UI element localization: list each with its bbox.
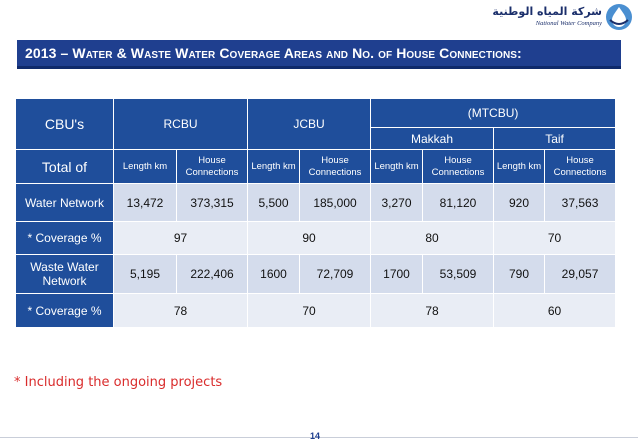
title-bar: 2013 – Water & Waste Water Coverage Area… xyxy=(17,40,621,69)
table-cell: 81,120 xyxy=(422,183,495,222)
row-label: Waste Water Network xyxy=(15,254,114,294)
logo-english-name: National Water Company xyxy=(535,20,602,27)
table-cell: 97 xyxy=(112,221,249,255)
house-connections-header: House Connections xyxy=(544,149,617,184)
table-row: * Coverage % 78 70 78 60 xyxy=(15,293,617,328)
footnote: * Including the ongoing projects xyxy=(14,375,223,390)
table-cell: 78 xyxy=(370,293,495,328)
jcbu-header: JCBU xyxy=(247,98,372,150)
table-row: Waste Water Network 5,195 222,406 1600 7… xyxy=(15,254,617,294)
table-cell: 37,563 xyxy=(544,183,617,222)
table-cell: 13,472 xyxy=(113,183,177,222)
coverage-table: CBU's RCBU JCBU (MTCBU) Makkah Taif Tota… xyxy=(15,98,617,328)
row-label: * Coverage % xyxy=(15,221,114,255)
house-connections-header: House Connections xyxy=(299,149,372,184)
rcbu-header: RCBU xyxy=(112,98,249,150)
cbus-header: CBU's xyxy=(15,98,114,150)
header-row-2: Makkah Taif xyxy=(16,127,617,150)
table-cell: 80 xyxy=(370,221,495,255)
table-cell: 78 xyxy=(112,293,249,328)
logo-arabic-name: شركة المياه الوطنية xyxy=(492,5,602,18)
table-cell: 29,057 xyxy=(544,254,617,294)
table-cell: 185,000 xyxy=(299,183,372,222)
table-cell: 70 xyxy=(493,221,617,255)
table-cell: 790 xyxy=(493,254,546,294)
table-cell: 72,709 xyxy=(299,254,372,294)
divider xyxy=(0,437,638,438)
table-cell: 90 xyxy=(247,221,372,255)
table-cell: 373,315 xyxy=(175,183,249,222)
length-km-header: Length km xyxy=(247,149,301,184)
subheader-row: Total of Length km House Connections Len… xyxy=(15,149,617,184)
company-logo: شركة المياه الوطنية National Water Compa… xyxy=(492,2,634,34)
table-cell: 1600 xyxy=(247,254,301,294)
table-cell: 70 xyxy=(247,293,372,328)
table-row: * Coverage % 97 90 80 70 xyxy=(15,221,617,255)
house-connections-header: House Connections xyxy=(422,149,495,184)
taif-header: Taif xyxy=(493,127,617,150)
page-title: 2013 – Water & Waste Water Coverage Area… xyxy=(25,45,522,61)
total-of-header: Total of xyxy=(15,149,114,184)
length-km-header: Length km xyxy=(370,149,424,184)
table-cell: 1700 xyxy=(370,254,424,294)
page-number: 14 xyxy=(310,431,321,441)
header-row-1: CBU's RCBU JCBU (MTCBU) xyxy=(15,98,617,150)
row-label: * Coverage % xyxy=(15,293,114,328)
row-label: Water Network xyxy=(15,183,114,222)
house-connections-header: House Connections xyxy=(175,149,249,184)
table-cell: 3,270 xyxy=(370,183,424,222)
table-cell: 222,406 xyxy=(175,254,249,294)
mtcbu-header: (MTCBU) xyxy=(370,98,617,128)
table-cell: 53,509 xyxy=(422,254,495,294)
makkah-header: Makkah xyxy=(370,127,495,150)
table-row: Water Network 13,472 373,315 5,500 185,0… xyxy=(15,183,617,222)
length-km-header: Length km xyxy=(493,149,546,184)
table-cell: 5,500 xyxy=(247,183,301,222)
table-cell: 60 xyxy=(493,293,617,328)
table-cell: 5,195 xyxy=(113,254,177,294)
water-drop-logo-icon xyxy=(606,4,632,30)
length-km-header: Length km xyxy=(113,149,177,184)
table-cell: 920 xyxy=(493,183,546,222)
